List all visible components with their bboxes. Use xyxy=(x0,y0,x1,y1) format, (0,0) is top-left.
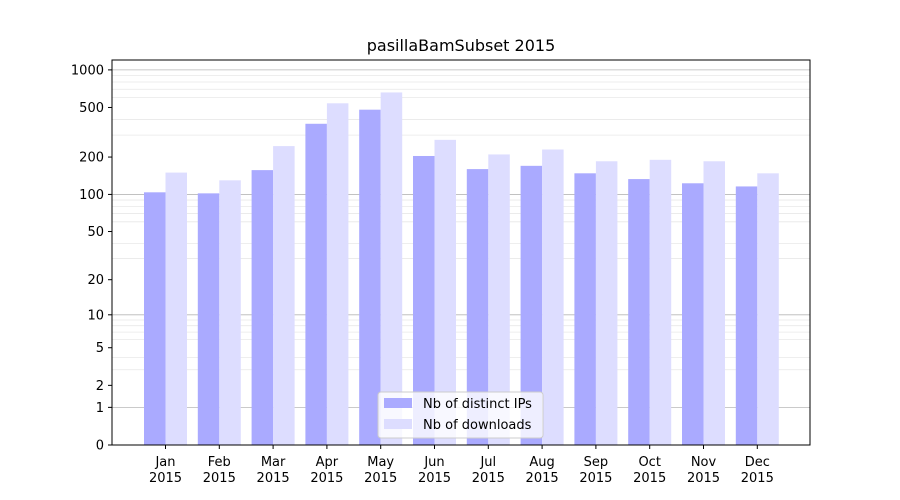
bar xyxy=(434,139,456,446)
y-tick-label: 1000 xyxy=(71,63,104,78)
bar xyxy=(326,103,349,445)
y-tick-label: 200 xyxy=(79,151,104,166)
y-tick-label: 10 xyxy=(87,308,104,323)
x-tick-label: Oct 2015 xyxy=(633,455,666,486)
y-tick-label: 0 xyxy=(96,439,104,454)
y-tick-label: 100 xyxy=(79,188,104,203)
bar xyxy=(273,146,295,446)
legend-swatch xyxy=(384,419,412,429)
bar xyxy=(413,155,435,445)
bar xyxy=(305,123,327,445)
bar xyxy=(488,154,510,446)
y-tick-label: 50 xyxy=(87,225,104,240)
bar xyxy=(703,161,725,445)
legend: Nb of distinct IPs Nb of downloads xyxy=(377,391,544,439)
bar xyxy=(542,149,564,446)
bar xyxy=(144,192,166,445)
x-tick-label: Nov 2015 xyxy=(687,455,720,486)
y-tick-label: 20 xyxy=(87,273,104,288)
x-tick-label: Mar 2015 xyxy=(257,455,290,486)
bar xyxy=(380,92,403,446)
x-tick-label: Aug 2015 xyxy=(526,455,559,486)
bar xyxy=(251,170,274,445)
x-tick-label: Apr 2015 xyxy=(310,455,343,486)
plot-frame xyxy=(111,59,811,446)
bar xyxy=(735,186,758,445)
bar xyxy=(359,109,381,445)
y-tick-label: 2 xyxy=(96,379,104,394)
x-tick-label: Dec 2015 xyxy=(741,455,774,486)
bar xyxy=(219,180,241,445)
bar xyxy=(520,165,543,446)
legend-box xyxy=(377,391,544,439)
bar xyxy=(574,173,596,445)
bar xyxy=(595,161,618,445)
bar xyxy=(682,183,704,446)
chart-title: pasillaBamSubset 2015 xyxy=(367,36,556,55)
bar xyxy=(649,159,672,445)
x-tick-label: May 2015 xyxy=(364,455,397,486)
y-tick-label: 5 xyxy=(96,341,104,356)
x-tick-label: Jun 2015 xyxy=(418,455,451,486)
x-tick-label: Jan 2015 xyxy=(149,455,182,486)
x-tick-label: Sep 2015 xyxy=(579,455,612,486)
x-axis: Jan 2015 Feb 2015 Mar 2015 Apr 2015 May 2015 Jun 20… xyxy=(149,445,774,486)
bar xyxy=(197,193,220,445)
legend-label: Nb of downloads xyxy=(423,418,532,433)
legend-label: Nb of distinct IPs xyxy=(423,397,532,412)
x-tick-label: Feb 2015 xyxy=(203,455,236,486)
y-axis: 0 1 2 5 10 20 50 100 200 500 1000 xyxy=(71,63,112,454)
bar xyxy=(466,169,489,445)
bar xyxy=(165,172,187,445)
y-tick-label: 1 xyxy=(96,401,104,416)
x-tick-label: Jul 2015 xyxy=(472,455,505,486)
legend-swatch xyxy=(384,398,412,408)
bar xyxy=(628,179,650,445)
bar xyxy=(757,173,779,445)
y-tick-label: 500 xyxy=(79,101,104,116)
bars-layer xyxy=(144,92,779,446)
